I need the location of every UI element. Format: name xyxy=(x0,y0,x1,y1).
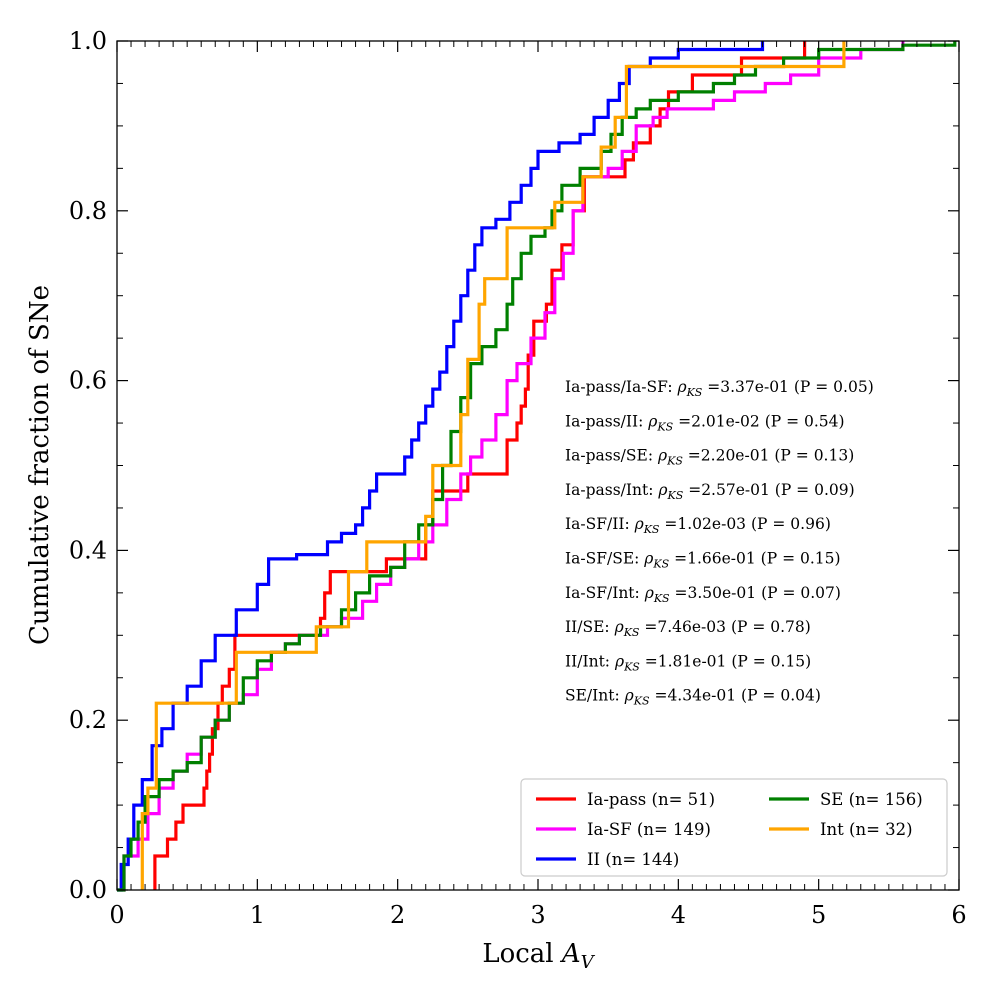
ks-annotation: Ia-pass/Ia-SF: ρKS =3.37e-01 (P = 0.05) xyxy=(565,378,874,399)
series-layer xyxy=(117,41,957,892)
x-tick-label: 3 xyxy=(530,901,545,929)
ks-annotation: Ia-pass/II: ρKS =2.01e-02 (P = 0.54) xyxy=(565,412,845,433)
series-line-3 xyxy=(117,41,957,892)
ks-annotation: Ia-SF/II: ρKS =1.02e-03 (P = 0.96) xyxy=(565,515,831,536)
ticks-layer: 0 1 2 3 4 5 6 0.0 0.2 0.4 0.6 0.8 1.0 xyxy=(69,27,967,929)
legend-label: Ia-pass (n= 51) xyxy=(587,790,715,809)
x-tick-label: 6 xyxy=(951,901,966,929)
ks-annotation: Ia-SF/SE: ρKS =1.66e-01 (P = 0.15) xyxy=(565,550,841,571)
y-tick-label: 0.2 xyxy=(69,706,107,734)
legend-label: Int (n= 32) xyxy=(820,820,913,839)
series-line-4 xyxy=(140,41,846,890)
plot-frame xyxy=(116,40,960,891)
ks-annotations: Ia-pass/Ia-SF: ρKS =3.37e-01 (P = 0.05) I… xyxy=(565,378,874,708)
legend-label: SE (n= 156) xyxy=(820,790,923,809)
ks-annotation: Ia-SF/Int: ρKS =3.50e-01 (P = 0.07) xyxy=(565,584,841,605)
x-tick-label: 1 xyxy=(250,901,265,929)
y-tick-label: 0.6 xyxy=(69,367,107,395)
y-tick-label: 1.0 xyxy=(69,27,107,55)
y-tick-label: 0.8 xyxy=(69,197,107,225)
x-tick-label: 0 xyxy=(109,901,124,929)
y-axis-title: Cumulative fraction of SNe xyxy=(25,285,55,645)
ks-annotation: Ia-pass/SE: ρKS =2.20e-01 (P = 0.13) xyxy=(565,447,854,468)
x-tick-label: 4 xyxy=(671,901,686,929)
legend-label: II (n= 144) xyxy=(587,850,679,869)
series-line-2 xyxy=(117,41,765,892)
y-tick-label: 0.0 xyxy=(69,876,107,904)
x-tick-label: 5 xyxy=(811,901,826,929)
ks-annotation: II/Int: ρKS =1.81e-01 (P = 0.15) xyxy=(565,652,811,673)
legend-box xyxy=(520,778,948,877)
ks-annotation: II/SE: ρKS =7.46e-03 (P = 0.78) xyxy=(565,618,811,639)
y-tick-label: 0.4 xyxy=(69,536,107,564)
x-axis-title: Local AV xyxy=(482,939,595,973)
ks-annotation: SE/Int: ρKS =4.34e-01 (P = 0.04) xyxy=(565,687,821,708)
legend: Ia-pass (n= 51) SE (n= 156) Ia-SF (n= 149)… xyxy=(520,778,948,877)
ks-annotation: Ia-pass/Int: ρKS =2.57e-01 (P = 0.09) xyxy=(565,481,855,502)
legend-label: Ia-SF (n= 149) xyxy=(587,820,711,839)
x-tick-label: 2 xyxy=(390,901,405,929)
